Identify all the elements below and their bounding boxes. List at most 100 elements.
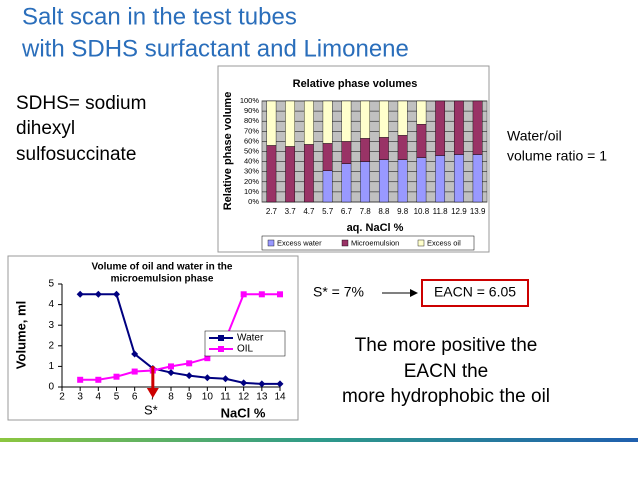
y-tick-label: 90% [244, 106, 259, 115]
legend-marker [218, 335, 224, 341]
legend-marker [218, 346, 224, 352]
data-point [240, 379, 248, 387]
legend-swatch [341, 239, 349, 247]
bar-segment [303, 100, 314, 145]
x-tick-label: 8 [168, 392, 174, 403]
slide-title: Salt scan in the test tubes [22, 3, 297, 30]
bar-segment [378, 159, 389, 203]
bar-segment [397, 135, 408, 160]
y-tick-label: 20% [244, 177, 259, 186]
bar-segment [435, 155, 446, 203]
legend-label: Excess oil [427, 238, 461, 247]
data-point [168, 363, 174, 370]
x-tick-label: 4.7 [303, 207, 315, 216]
bar-segment [341, 163, 352, 203]
y-tick-label: 10% [244, 187, 259, 196]
bar-segment [435, 100, 446, 156]
chart-title: microemulsion phase [111, 274, 214, 285]
x-tick-label: 4 [96, 392, 102, 403]
y-tick-label: 3 [48, 320, 54, 331]
x-tick-label: 3.7 [285, 207, 297, 216]
y-axis-label: Relative phase volume [222, 92, 234, 211]
x-tick-label: 3 [77, 392, 83, 403]
x-tick-label: 8.8 [378, 207, 390, 216]
conclusion: The more positive the [355, 335, 538, 356]
ratio-note: Water/oil [507, 128, 562, 144]
y-tick-label: 0% [248, 197, 259, 206]
y-tick-label: 70% [244, 126, 259, 135]
data-point [258, 380, 266, 388]
annotation: S* [144, 402, 158, 417]
x-tick-label: 2 [59, 392, 65, 403]
legend-label: Microemulsion [351, 238, 399, 247]
footer-bar [0, 438, 638, 442]
x-tick-label: 11.8 [433, 207, 449, 216]
bar-segment [397, 159, 408, 203]
eacn-box [421, 279, 529, 307]
bar-segment [322, 170, 333, 203]
data-point [94, 290, 102, 298]
bar-segment [322, 143, 333, 171]
x-tick-label: 12 [238, 392, 250, 403]
bar-segment [453, 100, 464, 155]
conclusion: EACN the [404, 361, 488, 382]
x-tick-label: 14 [274, 392, 286, 403]
x-tick-label: 5.7 [322, 207, 334, 216]
y-tick-label: 2 [48, 340, 54, 351]
data-point [113, 290, 120, 298]
x-tick-label: 10.8 [414, 207, 430, 216]
bar-segment [266, 145, 277, 203]
x-tick-label: 11 [220, 392, 231, 403]
data-point [185, 372, 193, 380]
x-tick-label: 7.8 [360, 207, 372, 216]
bar-segment [322, 100, 333, 144]
y-tick-label: 4 [48, 299, 54, 310]
legend-swatch [417, 239, 425, 247]
data-point [204, 355, 211, 362]
data-point [277, 291, 283, 298]
x-tick-label: 5 [114, 392, 120, 403]
data-point [76, 290, 84, 298]
bar-segment [378, 137, 389, 160]
bar-segment [378, 100, 389, 138]
data-point [186, 360, 193, 367]
y-tick-label: 100% [240, 96, 260, 105]
bar-segment [303, 144, 314, 203]
y-tick-label: 5 [48, 279, 54, 290]
x-tick-label: 12.9 [451, 207, 467, 216]
y-tick-label: 1 [48, 361, 54, 372]
arrow-head [410, 289, 418, 297]
x-tick-label: 6.7 [341, 207, 353, 216]
data-point [95, 376, 102, 383]
bar-segment [341, 100, 352, 142]
conclusion: more hydrophobic the oil [342, 386, 550, 407]
bar-segment [360, 138, 371, 162]
legend-label: Water [237, 333, 264, 344]
bar-segment [472, 100, 483, 155]
bar-segment [397, 100, 408, 136]
bar-segment [285, 100, 296, 147]
x-tick-label: 10 [202, 392, 214, 403]
chart-title: Relative phase volumes [293, 78, 418, 90]
data-point [276, 380, 284, 388]
y-tick-label: 80% [244, 116, 259, 125]
bar-segment [416, 100, 427, 125]
bar-segment [416, 157, 427, 203]
bar-segment [416, 124, 427, 158]
x-tick-label: 2.7 [266, 207, 278, 216]
x-axis-label: aq. NaCl % [347, 222, 404, 234]
slide-title: with SDHS surfactant and Limonene [21, 35, 409, 62]
bar-segment [472, 154, 483, 203]
legend-swatch [267, 239, 275, 247]
data-point [167, 369, 175, 377]
x-tick-label: 13 [256, 392, 268, 403]
annotation-arrow-head [146, 388, 159, 398]
x-tick-label: 9 [186, 392, 192, 403]
data-point [258, 291, 265, 298]
x-axis-label: NaCl % [221, 405, 266, 420]
series-line [80, 293, 280, 381]
data-point [222, 375, 229, 383]
data-point [131, 368, 138, 375]
x-tick-label: 6 [132, 392, 138, 403]
